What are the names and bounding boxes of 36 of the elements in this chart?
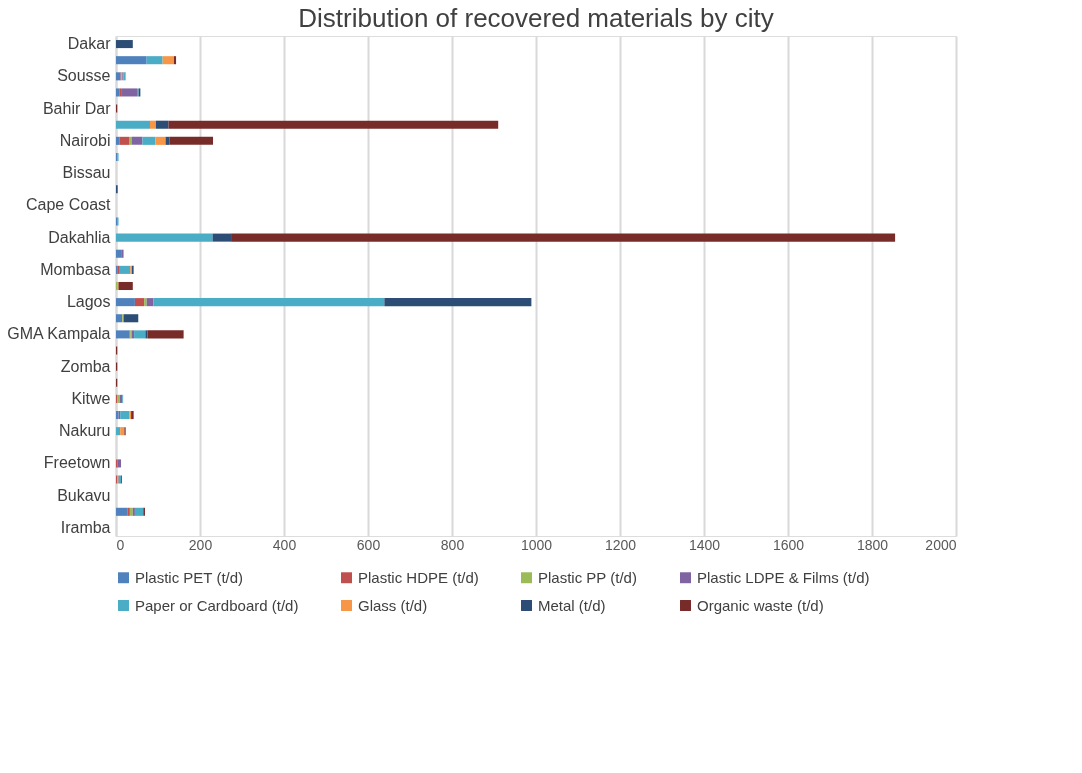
legend-label: Glass (t/d) [358, 596, 428, 614]
y-tick-label: Sousse [57, 67, 111, 85]
legend-label: Plastic LDPE & Films (t/d) [697, 568, 870, 586]
x-tick-label: 1800 [856, 536, 889, 553]
y-tick-label: Nairobi [59, 131, 111, 149]
x-tick-label: 1000 [520, 536, 553, 553]
y-tick-label: Bukavu [57, 486, 111, 504]
chart-title: Distribution of recovered materials by city [298, 2, 774, 33]
y-tick-label: Nakuru [58, 422, 111, 440]
x-tick-label: 1400 [688, 536, 721, 553]
x-tick-label: 0 [116, 536, 125, 553]
legend-label: Plastic HDPE (t/d) [358, 568, 479, 586]
legend-label: Paper or Cardboard (t/d) [135, 596, 299, 614]
x-tick-label: 600 [356, 536, 381, 553]
legend-label: Organic waste (t/d) [697, 596, 824, 614]
y-tick-label: Bissau [62, 164, 111, 182]
x-tick-label: 1200 [604, 536, 637, 553]
y-tick-label: Freetown [43, 454, 111, 472]
y-tick-label: Cape Coast [26, 196, 112, 214]
y-tick-label: Lagos [66, 293, 111, 311]
x-tick-label: 1600 [772, 536, 805, 553]
y-tick-label: Iramba [60, 518, 111, 536]
y-tick-label: Zomba [60, 357, 111, 375]
y-tick-label: GMA Kampala [7, 325, 111, 343]
x-tick-label: 200 [188, 536, 213, 553]
y-tick-label: Mombasa [40, 260, 111, 278]
legend-label: Metal (t/d) [538, 596, 606, 614]
y-tick-label: Bahir Dar [42, 99, 112, 117]
legend-label: Plastic PP (t/d) [538, 568, 637, 586]
x-tick-label: 400 [272, 536, 297, 553]
x-tick-label: 2000 [925, 536, 957, 553]
y-tick-label: Dakar [67, 35, 112, 53]
y-tick-label: Dakahlia [48, 228, 111, 246]
legend-label: Plastic PET (t/d) [135, 568, 244, 586]
x-tick-label: 800 [440, 536, 465, 553]
y-tick-label: Kitwe [71, 389, 111, 407]
